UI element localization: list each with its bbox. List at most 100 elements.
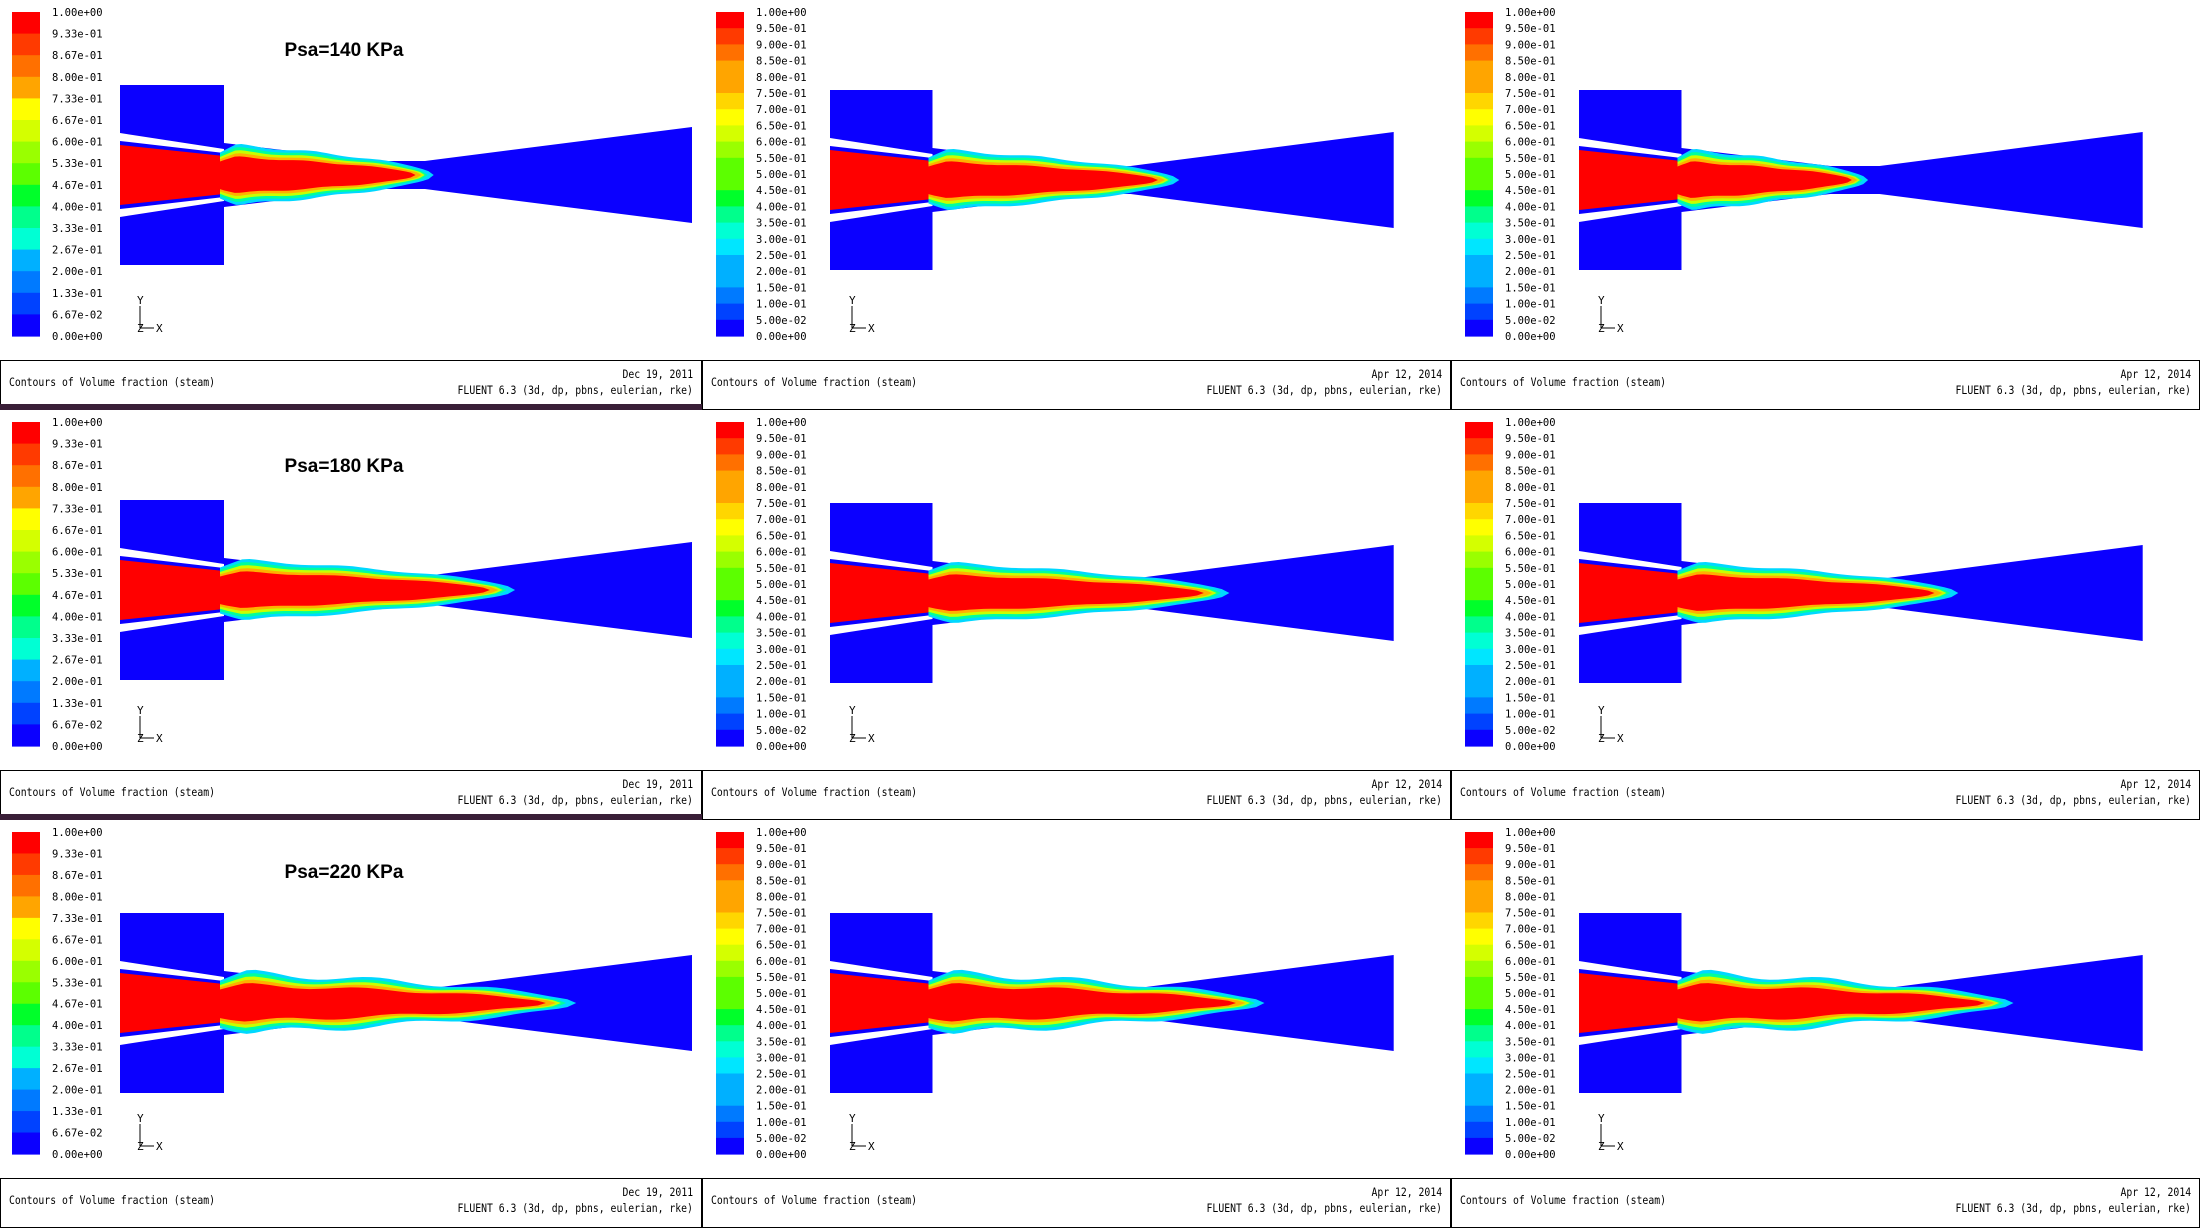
legend-swatch — [716, 60, 744, 78]
legend-swatch — [12, 551, 40, 574]
contour-panel: 1.00e+00 9.50e-01 9.00e-01 8.50e-01 8.00e-01… — [1451, 410, 2200, 820]
footer-title: Contours of Volume fraction (steam) — [711, 1193, 917, 1207]
legend-swatch — [1465, 1121, 1493, 1139]
legend-swatch — [1465, 44, 1493, 62]
legend-tick-label: 1.00e+00 — [52, 7, 103, 19]
legend-tick-label: 6.00e-01 — [1505, 137, 1556, 149]
axis-label-x: X — [156, 732, 163, 745]
legend-swatch — [1465, 960, 1493, 978]
legend-tick-label: 8.00e-01 — [52, 72, 103, 84]
legend-tick-label: 2.50e-01 — [756, 660, 807, 672]
legend-swatch — [1465, 1009, 1493, 1026]
legend-swatch — [1465, 438, 1493, 455]
legend-tick-label: 8.50e-01 — [756, 466, 807, 478]
legend-tick-label: 6.50e-01 — [756, 530, 807, 542]
legend-tick-label: 4.00e-01 — [1505, 1020, 1556, 1032]
legend-swatch — [12, 465, 40, 488]
contour-panel: 1.00e+00 9.50e-01 9.00e-01 8.50e-01 8.00e-01… — [702, 820, 1451, 1228]
legend-swatch — [12, 1068, 40, 1091]
legend-swatch — [716, 1089, 744, 1107]
legend-tick-label: 5.00e-02 — [756, 1133, 807, 1145]
legend-swatch — [1465, 681, 1493, 698]
legend-swatch — [1465, 1137, 1493, 1155]
legend-tick-label: 2.67e-01 — [52, 1063, 103, 1075]
legend-tick-label: 6.67e-02 — [52, 309, 103, 321]
legend-tick-label: 0.00e+00 — [1505, 1149, 1556, 1161]
legend-tick-label: 1.00e+00 — [52, 417, 103, 429]
legend-swatch — [1465, 1041, 1493, 1058]
legend-tick-label: 3.50e-01 — [756, 1036, 807, 1048]
axis-label-z: Z — [1598, 322, 1605, 335]
axis-label-y: Y — [849, 704, 856, 717]
legend-tick-label: 8.50e-01 — [1505, 875, 1556, 887]
legend-swatch — [12, 1132, 40, 1155]
legend-tick-label: 8.00e-01 — [756, 482, 807, 494]
panel-footer: Contours of Volume fraction (steam) Dec 1… — [0, 770, 702, 820]
legend-swatch — [1465, 486, 1493, 504]
legend-tick-label: 2.67e-01 — [52, 245, 103, 257]
legend-swatch — [12, 228, 40, 251]
legend-tick-label: 5.00e-01 — [756, 579, 807, 591]
legend-tick-label: 3.33e-01 — [52, 1042, 103, 1054]
legend-swatch — [12, 508, 40, 531]
panel-footer: Contours of Volume fraction (steam) Dec 1… — [0, 1178, 702, 1228]
legend-tick-label: 2.50e-01 — [1505, 250, 1556, 262]
axis-label-y: Y — [1598, 1112, 1605, 1125]
legend-tick-label: 1.00e+00 — [756, 827, 807, 839]
legend-swatch — [12, 120, 40, 143]
legend-tick-label: 6.00e-01 — [52, 137, 103, 149]
legend-tick-label: 3.50e-01 — [1505, 1036, 1556, 1048]
axis-label-z: Z — [137, 732, 144, 745]
legend-swatch — [716, 832, 744, 849]
footer-date: Dec 19, 2011 — [622, 367, 693, 381]
legend-swatch — [12, 896, 40, 919]
legend-tick-label: 8.67e-01 — [52, 460, 103, 472]
contour-plot: 1.00e+00 9.50e-01 9.00e-01 8.50e-01 8.00e-01… — [716, 7, 1394, 343]
legend-tick-label: 9.00e-01 — [1505, 859, 1556, 871]
legend-swatch — [12, 724, 40, 747]
legend-swatch — [716, 503, 744, 520]
panel-footer: Contours of Volume fraction (steam) Apr 1… — [702, 1178, 1451, 1228]
legend-swatch — [1465, 632, 1493, 650]
nozzle-wall — [830, 138, 933, 158]
nozzle-core — [1579, 563, 1682, 623]
legend-tick-label: 4.00e-01 — [52, 201, 103, 213]
legend-tick-label: 6.00e-01 — [52, 547, 103, 559]
legend-swatch — [12, 659, 40, 682]
legend-swatch — [1465, 222, 1493, 240]
legend-tick-label: 2.50e-01 — [756, 1069, 807, 1081]
legend-tick-label: 7.50e-01 — [1505, 498, 1556, 510]
legend-swatch — [12, 486, 40, 509]
legend-tick-label: 5.50e-01 — [756, 563, 807, 575]
axis-label-y: Y — [849, 294, 856, 307]
legend-swatch — [716, 125, 744, 143]
legend-swatch — [1465, 535, 1493, 553]
legend-swatch — [716, 44, 744, 62]
legend-swatch — [12, 681, 40, 704]
legend-tick-label: 3.33e-01 — [52, 633, 103, 645]
legend-tick-label: 4.50e-01 — [756, 595, 807, 607]
nozzle-wall — [1579, 961, 1682, 981]
legend-tick-label: 6.67e-02 — [52, 1128, 103, 1140]
legend-swatch — [716, 438, 744, 455]
legend-swatch — [1465, 928, 1493, 946]
legend-swatch — [1465, 454, 1493, 472]
legend-tick-label: 0.00e+00 — [52, 1149, 103, 1161]
legend-swatch — [716, 109, 744, 126]
mixing-diffuser — [1681, 132, 2143, 228]
legend-tick-label: 7.00e-01 — [756, 104, 807, 116]
axis-label-y: Y — [1598, 704, 1605, 717]
legend-tick-label: 0.00e+00 — [756, 331, 807, 343]
legend-tick-label: 2.50e-01 — [1505, 660, 1556, 672]
legend-tick-label: 0.00e+00 — [52, 331, 103, 343]
mixing-diffuser — [224, 127, 692, 223]
footer-title: Contours of Volume fraction (steam) — [1460, 1193, 1666, 1207]
legend-tick-label: 7.00e-01 — [1505, 104, 1556, 116]
footer-date: Dec 19, 2011 — [622, 777, 693, 791]
legend-tick-label: 4.67e-01 — [52, 590, 103, 602]
legend-swatch — [12, 249, 40, 272]
legend-tick-label: 9.00e-01 — [756, 859, 807, 871]
legend-swatch — [716, 928, 744, 946]
legend-tick-label: 9.00e-01 — [1505, 39, 1556, 51]
nozzle-wall — [830, 615, 933, 635]
